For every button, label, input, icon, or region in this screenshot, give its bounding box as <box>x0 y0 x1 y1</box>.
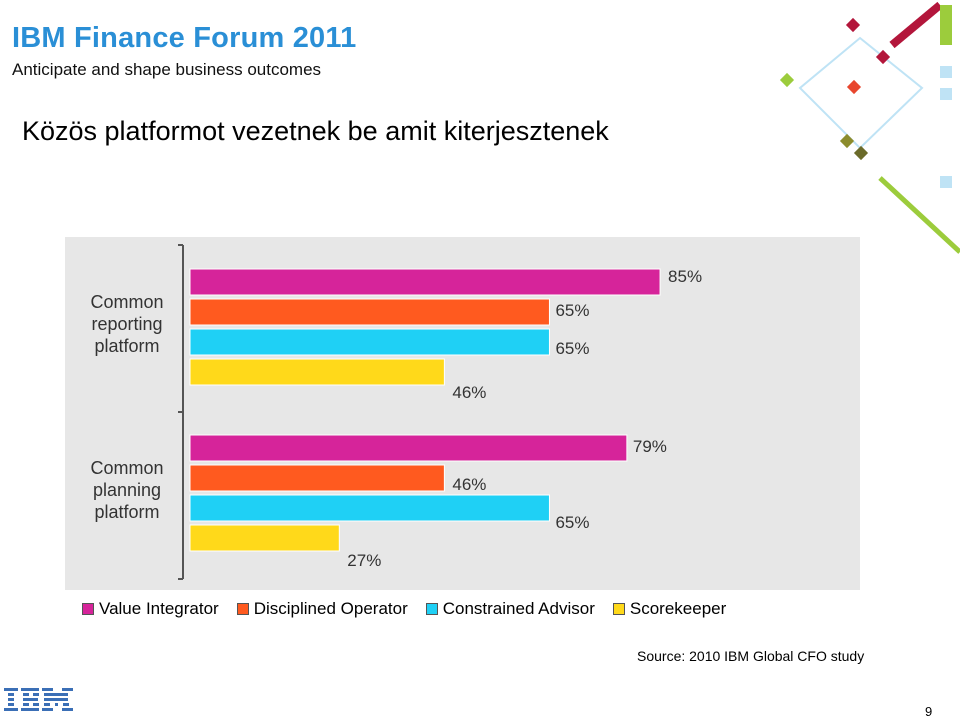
legend-item: Disciplined Operator <box>236 599 408 619</box>
data-label-planning-disciplined-operator: 46% <box>452 475 486 494</box>
bar-chart: Common reporting platform85%65%65%46%Commo… <box>90 244 702 580</box>
legend-swatch-scorekeeper <box>612 603 625 615</box>
chart-area: Common reporting platform 85% 65% 65% 46% Commo… <box>65 237 860 590</box>
ibm-logo-icon <box>4 688 73 711</box>
header-title: IBM Finance Forum 2011 <box>12 22 357 54</box>
category-label-planning: Common planning platform <box>90 458 163 522</box>
data-label-planning-scorekeeper: 27% <box>347 551 381 570</box>
legend-label: Scorekeeper <box>629 599 727 618</box>
bar-reporting-constrained-advisor <box>189 328 550 356</box>
legend-swatch-constrained-advisor <box>425 603 438 615</box>
category-label-line: Common <box>90 292 163 312</box>
legend-swatch-disciplined-operator <box>236 603 249 615</box>
data-label-reporting-constrained-advisor: 65% <box>555 339 589 358</box>
legend-label: Value Integrator <box>99 599 219 618</box>
bar-reporting-value-integrator <box>189 268 661 296</box>
category-label-line: Common <box>90 458 163 478</box>
data-label-reporting-disciplined-operator: 65% <box>555 301 589 320</box>
page-number: 9 <box>925 704 933 719</box>
legend-item: Value Integrator <box>82 599 219 619</box>
data-label-planning-constrained-advisor: 65% <box>555 513 589 532</box>
legend-item: Constrained Advisor <box>425 599 595 619</box>
category-label-line: planning <box>93 480 161 500</box>
legend-label: Constrained Advisor <box>442 599 595 618</box>
chart-legend: Value Integrator Disciplined Operator Co… <box>82 598 744 620</box>
legend-item: Scorekeeper <box>612 599 727 619</box>
legend-label: Disciplined Operator <box>253 599 408 618</box>
data-label-reporting-value-integrator: 85% <box>668 267 702 286</box>
bar-reporting-disciplined-operator <box>189 298 550 326</box>
bar-planning-value-integrator <box>189 434 628 462</box>
slide-title: Közös platformot vezetnek be amit kiterj… <box>22 116 609 146</box>
category-label-line: reporting <box>91 314 162 334</box>
data-label-planning-value-integrator: 79% <box>633 437 667 456</box>
category-label-reporting: Common reporting platform <box>90 292 163 356</box>
bar-planning-disciplined-operator <box>189 464 445 492</box>
bar-planning-scorekeeper <box>189 524 340 552</box>
bar-planning-constrained-advisor <box>189 494 550 522</box>
bar-reporting-scorekeeper <box>189 358 445 386</box>
category-label-line: platform <box>94 336 159 356</box>
category-label-line: platform <box>94 502 159 522</box>
header-subtitle: Anticipate and shape business outcomes <box>12 60 322 79</box>
legend-swatch-value-integrator <box>82 603 94 615</box>
source-note: Source: 2010 IBM Global CFO study <box>637 648 865 664</box>
data-label-reporting-scorekeeper: 46% <box>452 383 486 402</box>
